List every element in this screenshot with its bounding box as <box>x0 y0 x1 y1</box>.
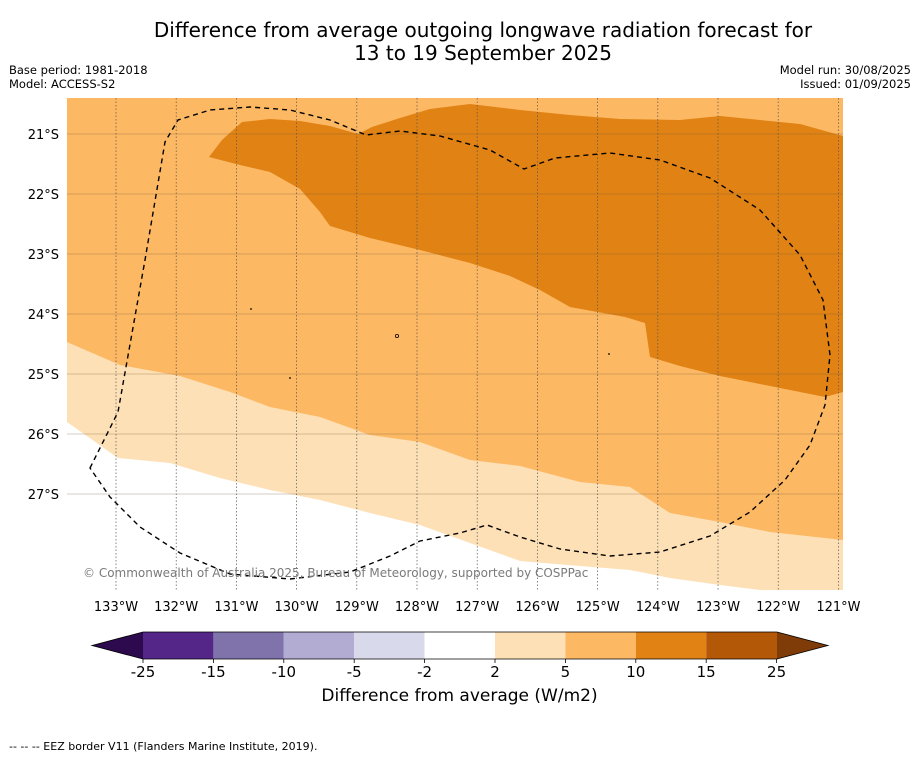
colorbar-tick-label: 2 <box>490 663 500 681</box>
title-line-2: 13 to 19 September 2025 <box>354 41 612 65</box>
colorbar-tick-label: 15 <box>697 663 716 681</box>
latitude-label: 22°S <box>28 188 59 203</box>
longitude-label: 122°W <box>756 600 800 615</box>
colorbar-tick-label: -15 <box>201 663 226 681</box>
colorbar-bin-p15-p25 <box>706 632 777 659</box>
base-period: Base period: 1981-2018 <box>9 63 148 77</box>
model-run: Model run: 30/08/2025 <box>779 63 911 77</box>
meta-right: Model run: 30/08/2025 Issued: 01/09/2025 <box>780 63 911 91</box>
colorbar: -25 -15 -10 -5 -2 2 5 10 15 25 <box>90 631 830 681</box>
colorbar-bin-m5-m2 <box>354 632 425 659</box>
longitude-label: 125°W <box>576 600 620 615</box>
colorbar-bin-p5-p10 <box>565 632 636 659</box>
longitude-label: 126°W <box>515 600 559 615</box>
colorbar-tick-label: -10 <box>272 663 297 681</box>
colorbar-bin-m10-m5 <box>283 632 355 659</box>
latitude-label: 24°S <box>28 308 59 323</box>
longitude-label: 131°W <box>214 600 258 615</box>
island-marker <box>394 333 399 338</box>
issued-date: Issued: 01/09/2025 <box>800 77 911 91</box>
longitude-labels: 133°W 132°W 131°W 130°W 129°W 128°W 127°W 126°W… <box>94 600 861 615</box>
latitude-label: 27°S <box>28 488 59 503</box>
island-marker <box>289 377 291 379</box>
latitude-labels: 21°S 22°S 23°S 24°S 25°S 26°S 27°S <box>28 128 59 503</box>
colorbar-tick-label: -25 <box>131 663 156 681</box>
colorbar-tick-labels: -25 -15 -10 -5 -2 2 5 10 15 25 <box>131 659 786 681</box>
longitude-label: 121°W <box>816 600 860 615</box>
title-line-1: Difference from average outgoing longwav… <box>153 18 813 42</box>
colorbar-tick-label: -5 <box>347 663 362 681</box>
colorbar-extend-low <box>92 632 143 659</box>
colorbar-tick-label: -2 <box>417 663 432 681</box>
colorbar-bin-p10-p15 <box>635 632 707 659</box>
meta-left: Base period: 1981-2018 Model: ACCESS-S2 <box>9 63 148 91</box>
colorbar-bin-m15-m10 <box>213 632 284 659</box>
colorbar-bin-m25-m15 <box>143 632 214 659</box>
island-marker <box>608 353 610 355</box>
latitude-label: 21°S <box>28 128 59 143</box>
longitude-label: 133°W <box>94 600 138 615</box>
latitude-label: 25°S <box>28 368 59 383</box>
latitude-label: 26°S <box>28 428 59 443</box>
colorbar-extend-high <box>777 632 828 659</box>
colorbar-label: Difference from average (W/m2) <box>321 686 598 706</box>
region-neutral <box>67 422 760 590</box>
model-name: Model: ACCESS-S2 <box>9 77 116 91</box>
longitude-label: 130°W <box>275 600 319 615</box>
longitude-label: 129°W <box>335 600 379 615</box>
colorbar-bin-p2-p5 <box>495 632 566 659</box>
copyright-text: © Commonwealth of Australia 2025, Bureau… <box>83 566 588 580</box>
longitude-label: 132°W <box>154 600 198 615</box>
island-marker <box>250 308 252 310</box>
longitude-label: 127°W <box>455 600 499 615</box>
longitude-label: 128°W <box>395 600 439 615</box>
colorbar-tick-label: 5 <box>561 663 571 681</box>
colorbar-bin-m2-p2 <box>424 632 495 659</box>
longitude-label: 123°W <box>696 600 740 615</box>
map-panel: © Commonwealth of Australia 2025, Bureau… <box>67 98 843 590</box>
eez-footnote: -- -- -- EEZ border V11 (Flanders Marine… <box>9 740 318 753</box>
latitude-label: 23°S <box>28 248 59 263</box>
map-title: Difference from average outgoing longwav… <box>60 19 906 65</box>
colorbar-tick-label: 25 <box>767 663 786 681</box>
longitude-label: 124°W <box>636 600 680 615</box>
colorbar-tick-label: 10 <box>626 663 645 681</box>
eez-border <box>89 106 831 580</box>
latitude-gridlines <box>67 133 843 495</box>
region-10-15 <box>209 104 843 397</box>
longitude-gridlines <box>115 98 839 590</box>
